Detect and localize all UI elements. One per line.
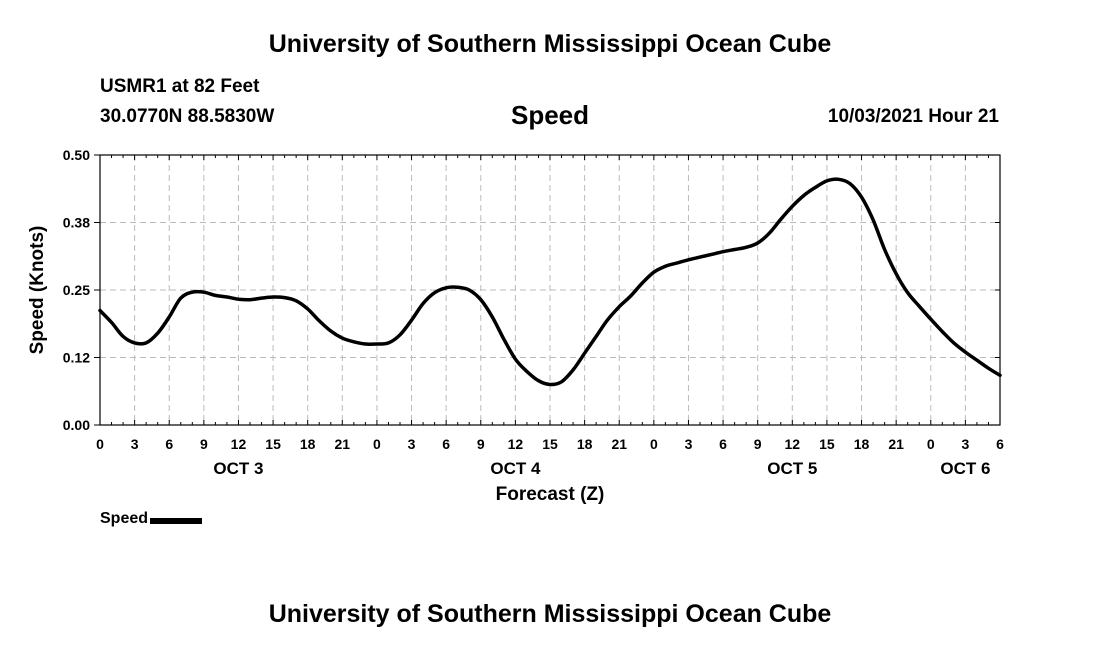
legend-label: Speed xyxy=(100,510,149,527)
page-title: University of Southern Mississippi Ocean… xyxy=(268,30,832,58)
x-tick-label: 0 xyxy=(373,436,381,452)
x-tick-label: 0 xyxy=(927,436,935,452)
y-tick-label: 0.00 xyxy=(63,417,90,433)
x-tick-label: 0 xyxy=(650,436,658,452)
x-tick-label: 3 xyxy=(408,436,416,452)
day-label: OCT 4 xyxy=(490,459,541,478)
y-tick-label: 0.50 xyxy=(63,147,90,163)
x-tick-label: 9 xyxy=(477,436,485,452)
x-tick-label: 18 xyxy=(854,436,870,452)
x-tick-label: 18 xyxy=(300,436,316,452)
day-label: OCT 6 xyxy=(940,459,990,478)
x-tick-label: 21 xyxy=(888,436,904,452)
x-tick-label: 6 xyxy=(165,436,173,452)
day-label: OCT 3 xyxy=(213,459,263,478)
x-tick-label: 3 xyxy=(961,436,969,452)
axis-layer: 0 3 6 9 12 15 18 21 0 3 6 9 12 15 18 21 0 3 6 9 12 15 18 21 0 3 6 0… xyxy=(63,147,1004,478)
y-tick-label: 0.25 xyxy=(63,282,90,298)
x-tick-label: 6 xyxy=(996,436,1004,452)
x-tick-label: 9 xyxy=(200,436,208,452)
day-label: OCT 5 xyxy=(767,459,817,478)
x-tick-label: 6 xyxy=(719,436,727,452)
x-tick-label: 15 xyxy=(542,436,558,452)
date-label: 10/03/2021 Hour 21 xyxy=(827,106,999,127)
x-axis-title: Forecast (Z) xyxy=(496,484,605,505)
x-tick-label: 12 xyxy=(785,436,801,452)
x-tick-label: 6 xyxy=(442,436,450,452)
chart-title: Speed xyxy=(510,100,590,130)
coordinates-label: 30.0770N 88.5830W xyxy=(100,106,275,127)
y-axis-title: Speed (Knots) xyxy=(27,226,48,355)
series-layer xyxy=(98,177,1002,387)
x-tick-label: 21 xyxy=(335,436,351,452)
legend: Speed xyxy=(100,510,203,528)
x-tick-label: 0 xyxy=(96,436,104,452)
station-label: USMR1 at 82 Feet xyxy=(100,76,260,97)
y-tick-label: 0.38 xyxy=(63,215,90,231)
series-line-speed xyxy=(98,177,1002,387)
x-tick-label: 15 xyxy=(819,436,835,452)
y-tick-label: 0.12 xyxy=(63,350,90,366)
footer-title: University of Southern Mississippi Ocean… xyxy=(268,600,832,628)
x-tick-label: 18 xyxy=(577,436,593,452)
x-tick-label: 15 xyxy=(265,436,281,452)
grid-layer xyxy=(100,155,1000,425)
legend-swatch xyxy=(150,517,203,524)
x-tick-label: 12 xyxy=(508,436,524,452)
x-tick-label: 3 xyxy=(685,436,693,452)
x-tick-label: 12 xyxy=(231,436,247,452)
x-tick-label: 9 xyxy=(754,436,762,452)
x-tick-label: 21 xyxy=(611,436,627,452)
plot-frame xyxy=(99,154,1001,426)
x-tick-label: 3 xyxy=(131,436,139,452)
